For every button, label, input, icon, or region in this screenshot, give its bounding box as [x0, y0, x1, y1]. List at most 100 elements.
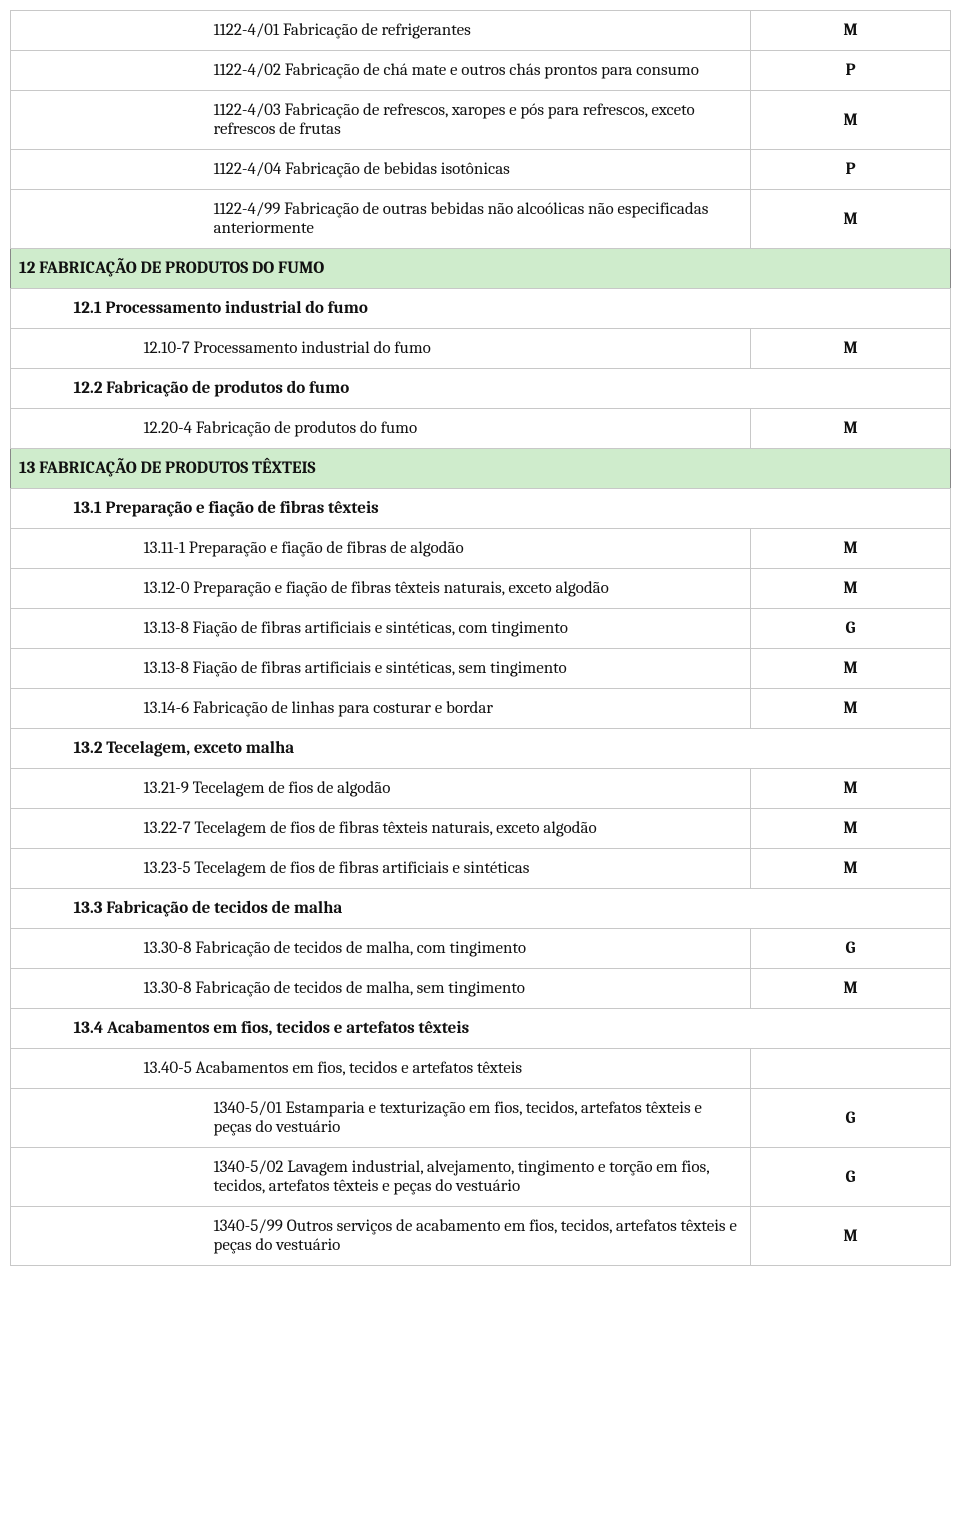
section-header: 12 FABRICAÇÃO DE PRODUTOS DO FUMO — [11, 249, 951, 289]
table-row: 13.2 Tecelagem, exceto malha — [11, 729, 951, 769]
description-cell: 1340-5/01 Estamparia e texturização em f… — [206, 1089, 751, 1148]
indent-cell — [11, 409, 136, 449]
description-cell: 1122-4/04 Fabricação de bebidas isotônic… — [206, 150, 751, 190]
description-cell: 1122-4/99 Fabricação de outras bebidas n… — [206, 190, 751, 249]
category-cell: M — [751, 91, 951, 150]
indent-cell — [11, 649, 136, 689]
category-cell: M — [751, 649, 951, 689]
table-row: 13.23-5 Tecelagem de fios de fibras arti… — [11, 849, 951, 889]
table-row: 13.21-9 Tecelagem de fios de algodãoM — [11, 769, 951, 809]
category-cell: M — [751, 689, 951, 729]
description-cell: 13.12-0 Preparação e fiação de fibras tê… — [136, 569, 751, 609]
indent-cell — [11, 529, 136, 569]
category-cell: M — [751, 329, 951, 369]
table-row: 13.22-7 Tecelagem de fios de fibras têxt… — [11, 809, 951, 849]
description-cell: 1122-4/03 Fabricação de refrescos, xarop… — [206, 91, 751, 150]
description-cell: 1340-5/02 Lavagem industrial, alvejament… — [206, 1148, 751, 1207]
indent-cell — [11, 1148, 206, 1207]
category-cell: G — [751, 1148, 951, 1207]
table-row: 13.11-1 Preparação e fiação de fibras de… — [11, 529, 951, 569]
subsection-header: 13.1 Preparação e fiação de fibras têxte… — [66, 489, 951, 529]
category-cell: M — [751, 769, 951, 809]
category-cell: M — [751, 809, 951, 849]
category-cell: M — [751, 969, 951, 1009]
table-row: 13.4 Acabamentos em fios, tecidos e arte… — [11, 1009, 951, 1049]
table-row: 1122-4/04 Fabricação de bebidas isotônic… — [11, 150, 951, 190]
table-row: 13.13-8 Fiação de fibras artificiais e s… — [11, 609, 951, 649]
table-row: 13.13-8 Fiação de fibras artificiais e s… — [11, 649, 951, 689]
indent-cell — [11, 150, 206, 190]
table-row: 13.30-8 Fabricação de tecidos de malha, … — [11, 929, 951, 969]
indent-cell — [11, 929, 136, 969]
category-cell: G — [751, 609, 951, 649]
description-cell: 13.14-6 Fabricação de linhas para costur… — [136, 689, 751, 729]
description-cell: 12.10-7 Processamento industrial do fumo — [136, 329, 751, 369]
category-cell: M — [751, 409, 951, 449]
table-row: 1340-5/01 Estamparia e texturização em f… — [11, 1089, 951, 1148]
table-row: 13.3 Fabricação de tecidos de malha — [11, 889, 951, 929]
indent-cell — [11, 689, 136, 729]
description-cell: 13.40-5 Acabamentos em fios, tecidos e a… — [136, 1049, 751, 1089]
category-cell: P — [751, 150, 951, 190]
category-cell — [751, 1049, 951, 1089]
indent-cell — [11, 91, 206, 150]
description-cell: 1340-5/99 Outros serviços de acabamento … — [206, 1207, 751, 1266]
table-row: 1122-4/02 Fabricação de chá mate e outro… — [11, 51, 951, 91]
table-row: 1340-5/99 Outros serviços de acabamento … — [11, 1207, 951, 1266]
indent-cell — [11, 1207, 206, 1266]
indent-cell — [11, 1009, 66, 1049]
table-row: 1122-4/01 Fabricação de refrigerantesM — [11, 11, 951, 51]
section-header: 13 FABRICAÇÃO DE PRODUTOS TÊXTEIS — [11, 449, 951, 489]
category-cell: M — [751, 529, 951, 569]
subsection-header: 13.4 Acabamentos em fios, tecidos e arte… — [66, 1009, 951, 1049]
description-cell: 13.22-7 Tecelagem de fios de fibras têxt… — [136, 809, 751, 849]
category-cell: M — [751, 190, 951, 249]
category-cell: M — [751, 849, 951, 889]
description-cell: 1122-4/01 Fabricação de refrigerantes — [206, 11, 751, 51]
subsection-header: 13.3 Fabricação de tecidos de malha — [66, 889, 951, 929]
table-row: 12.1 Processamento industrial do fumo — [11, 289, 951, 329]
description-cell: 12.20-4 Fabricação de produtos do fumo — [136, 409, 751, 449]
indent-cell — [11, 11, 206, 51]
category-cell: G — [751, 1089, 951, 1148]
table-row: 1340-5/02 Lavagem industrial, alvejament… — [11, 1148, 951, 1207]
category-cell: M — [751, 569, 951, 609]
category-cell: P — [751, 51, 951, 91]
description-cell: 13.21-9 Tecelagem de fios de algodão — [136, 769, 751, 809]
subsection-header: 12.2 Fabricação de produtos do fumo — [66, 369, 951, 409]
table-row: 1122-4/03 Fabricação de refrescos, xarop… — [11, 91, 951, 150]
indent-cell — [11, 489, 66, 529]
indent-cell — [11, 51, 206, 91]
table-row: 13.40-5 Acabamentos em fios, tecidos e a… — [11, 1049, 951, 1089]
indent-cell — [11, 769, 136, 809]
table-row: 1122-4/99 Fabricação de outras bebidas n… — [11, 190, 951, 249]
description-cell: 13.23-5 Tecelagem de fios de fibras arti… — [136, 849, 751, 889]
indent-cell — [11, 809, 136, 849]
table-row: 13.1 Preparação e fiação de fibras têxte… — [11, 489, 951, 529]
category-cell: M — [751, 1207, 951, 1266]
indent-cell — [11, 609, 136, 649]
category-cell: M — [751, 11, 951, 51]
indent-cell — [11, 190, 206, 249]
indent-cell — [11, 1049, 136, 1089]
indent-cell — [11, 569, 136, 609]
description-cell: 13.13-8 Fiação de fibras artificiais e s… — [136, 609, 751, 649]
table-row: 13.30-8 Fabricação de tecidos de malha, … — [11, 969, 951, 1009]
table-row: 12 FABRICAÇÃO DE PRODUTOS DO FUMO — [11, 249, 951, 289]
indent-cell — [11, 969, 136, 1009]
table-row: 12.20-4 Fabricação de produtos do fumoM — [11, 409, 951, 449]
indent-cell — [11, 329, 136, 369]
description-cell: 1122-4/02 Fabricação de chá mate e outro… — [206, 51, 751, 91]
description-cell: 13.30-8 Fabricação de tecidos de malha, … — [136, 969, 751, 1009]
subsection-header: 13.2 Tecelagem, exceto malha — [66, 729, 951, 769]
description-cell: 13.30-8 Fabricação de tecidos de malha, … — [136, 929, 751, 969]
indent-cell — [11, 729, 66, 769]
indent-cell — [11, 369, 66, 409]
subsection-header: 12.1 Processamento industrial do fumo — [66, 289, 951, 329]
table-row: 13.12-0 Preparação e fiação de fibras tê… — [11, 569, 951, 609]
table-row: 13 FABRICAÇÃO DE PRODUTOS TÊXTEIS — [11, 449, 951, 489]
table-row: 12.10-7 Processamento industrial do fumo… — [11, 329, 951, 369]
indent-cell — [11, 289, 66, 329]
table-row: 12.2 Fabricação de produtos do fumo — [11, 369, 951, 409]
table-row: 13.14-6 Fabricação de linhas para costur… — [11, 689, 951, 729]
